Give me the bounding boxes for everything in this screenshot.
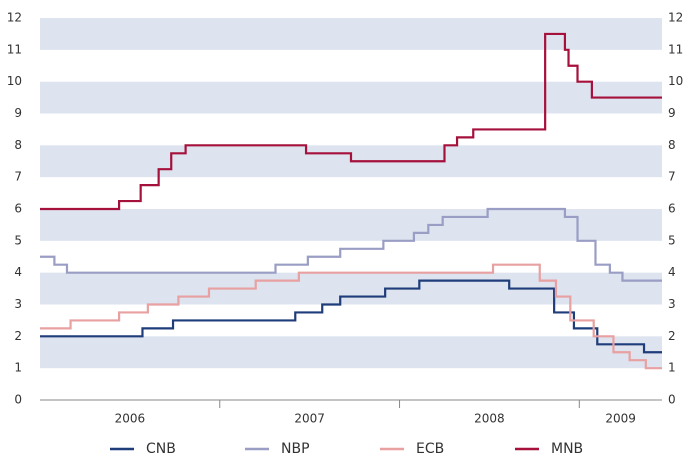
y-tick-label: 8 [14, 138, 22, 152]
y-tick-label: 0 [14, 393, 22, 407]
y2-tick-label: 2 [668, 329, 676, 343]
y2-tick-label: 10 [668, 74, 683, 88]
grid-band [40, 272, 662, 305]
series-line [40, 207, 662, 282]
y2-tick-label: 12 [668, 11, 683, 25]
y-tick-label: 10 [7, 74, 22, 88]
y2-tick-label: 5 [668, 233, 676, 247]
y-tick-label: 4 [14, 265, 22, 279]
y2-tick-label: 1 [668, 361, 676, 375]
series-line [40, 263, 662, 370]
y2-tick-label: 8 [668, 138, 676, 152]
y-tick-label: 2 [14, 329, 22, 343]
y-tick-label: 5 [14, 233, 22, 247]
y2-tick-label: 11 [668, 42, 683, 56]
y-tick-label: 3 [14, 297, 22, 311]
x-tick-label: 2009 [605, 412, 636, 426]
y-tick-label: 7 [14, 170, 22, 184]
grid-band [40, 18, 662, 50]
y-tick-label: 6 [14, 202, 22, 216]
y2-tick-label: 9 [668, 106, 676, 120]
y-tick-label: 1 [14, 361, 22, 375]
y2-tick-label: 3 [668, 297, 676, 311]
y-tick-label: 11 [7, 42, 22, 56]
x-tick-label: 2006 [115, 412, 146, 426]
x-tick-label: 2008 [474, 412, 505, 426]
y2-tick-label: 0 [668, 393, 676, 407]
y2-tick-label: 7 [668, 170, 676, 184]
y-tick-label: 12 [7, 11, 22, 25]
legend-label: ECB [416, 441, 444, 457]
grid-band [40, 81, 662, 114]
y-tick-label: 9 [14, 106, 22, 120]
x-tick-label: 2007 [294, 412, 325, 426]
legend-label: NBP [281, 441, 310, 457]
y2-tick-label: 4 [668, 265, 676, 279]
y2-tick-label: 6 [668, 202, 676, 216]
legend-label: MNB [551, 441, 583, 457]
legend-label: CNB [146, 441, 176, 457]
grid-band [40, 336, 662, 369]
series-line [40, 32, 662, 211]
grid-band [40, 209, 662, 241]
